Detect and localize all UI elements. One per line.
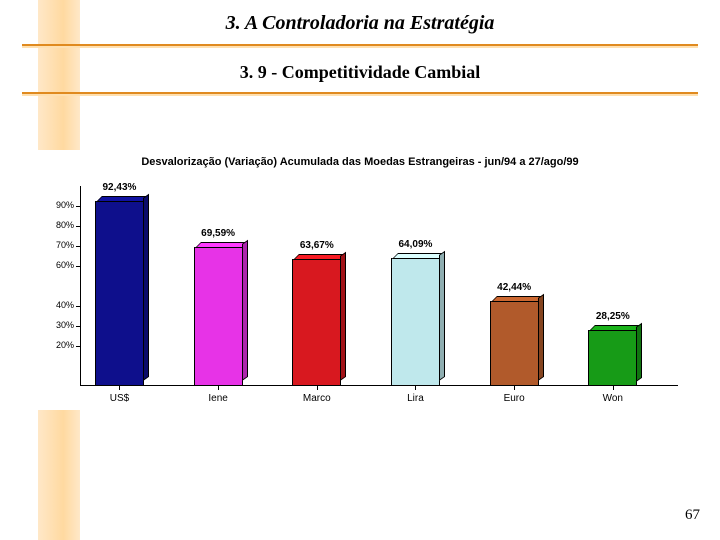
x-category-label: Lira	[365, 393, 465, 404]
bar-value-label: 69,59%	[168, 228, 268, 239]
bar	[391, 258, 440, 386]
y-axis	[80, 186, 81, 386]
x-category-label: Iene	[168, 393, 268, 404]
y-tick	[76, 206, 80, 207]
bar	[588, 330, 637, 387]
x-tick	[317, 386, 318, 390]
bar-won: 28,25%Won	[588, 186, 637, 386]
bar	[490, 301, 539, 386]
x-tick	[514, 386, 515, 390]
y-tick-label: 30%	[36, 320, 74, 330]
y-tick-label: 60%	[36, 260, 74, 270]
x-category-label: Euro	[464, 393, 564, 404]
subtitle-underline	[22, 92, 698, 94]
chart-area: Desvalorização (Variação) Acumulada das …	[30, 150, 690, 410]
bar-value-label: 92,43%	[69, 182, 169, 193]
page-number: 67	[685, 507, 700, 524]
x-tick	[415, 386, 416, 390]
x-category-label: Won	[563, 393, 663, 404]
bar-marco: 63,67%Marco	[292, 186, 341, 386]
y-tick	[76, 346, 80, 347]
bar-value-label: 42,44%	[464, 282, 564, 293]
y-tick-label: 80%	[36, 220, 74, 230]
x-tick	[119, 386, 120, 390]
y-tick	[76, 306, 80, 307]
page-subtitle: 3. 9 - Competitividade Cambial	[0, 62, 720, 83]
chart-title: Desvalorização (Variação) Acumulada das …	[30, 156, 690, 168]
bar-euro: 42,44%Euro	[490, 186, 539, 386]
bar-value-label: 63,67%	[267, 240, 367, 251]
x-tick	[218, 386, 219, 390]
title-underline	[22, 44, 698, 46]
x-tick	[613, 386, 614, 390]
bar-value-label: 28,25%	[563, 311, 663, 322]
chart-plot: 20%30%40%60%70%80%90% 92,43%US$69,59%Ien…	[80, 186, 678, 386]
bar-value-label: 64,09%	[365, 239, 465, 250]
bar	[292, 259, 341, 386]
y-tick-label: 70%	[36, 240, 74, 250]
y-tick	[76, 266, 80, 267]
slide: 3. A Controladoria na Estratégia 3. 9 - …	[0, 0, 720, 540]
bar	[95, 201, 144, 386]
x-category-label: Marco	[267, 393, 367, 404]
bar	[194, 247, 243, 386]
y-tick-label: 40%	[36, 300, 74, 310]
y-tick	[76, 246, 80, 247]
x-category-label: US$	[69, 393, 169, 404]
y-tick-label: 20%	[36, 340, 74, 350]
page-title: 3. A Controladoria na Estratégia	[0, 12, 720, 35]
bar-lira: 64,09%Lira	[391, 186, 440, 386]
y-tick-label: 90%	[36, 200, 74, 210]
y-tick	[76, 326, 80, 327]
bar-us: 92,43%US$	[95, 186, 144, 386]
y-tick	[76, 226, 80, 227]
bar-iene: 69,59%Iene	[194, 186, 243, 386]
